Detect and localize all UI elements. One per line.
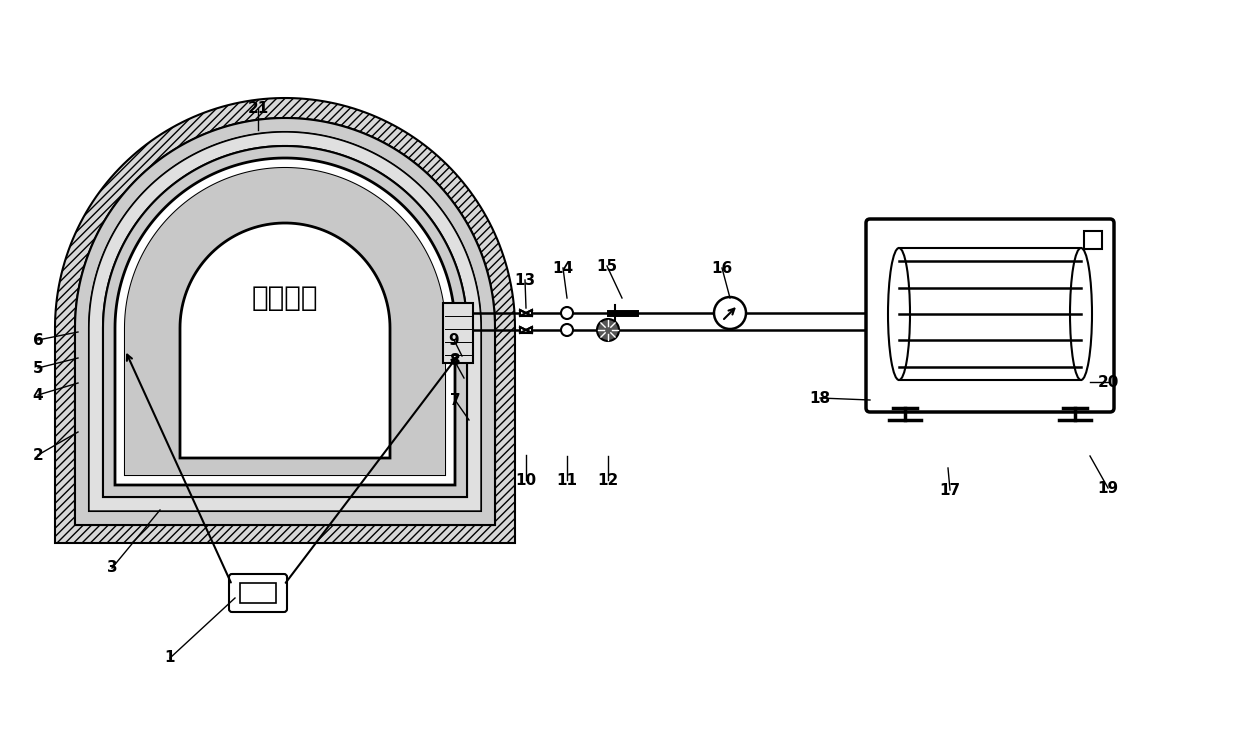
Text: 21: 21: [247, 100, 269, 115]
Polygon shape: [74, 118, 495, 525]
Polygon shape: [520, 310, 532, 316]
Polygon shape: [180, 223, 391, 458]
Text: 16: 16: [712, 260, 733, 275]
Text: 地铁隧道: 地铁隧道: [252, 284, 319, 312]
Text: 5: 5: [32, 361, 43, 375]
Circle shape: [596, 319, 619, 341]
Text: 1: 1: [165, 651, 175, 666]
Polygon shape: [520, 310, 532, 316]
Text: 11: 11: [557, 473, 578, 488]
Text: 10: 10: [516, 473, 537, 488]
Bar: [241, 583, 277, 603]
Ellipse shape: [1070, 248, 1092, 380]
Text: 18: 18: [810, 390, 831, 405]
Polygon shape: [74, 118, 495, 525]
Text: 20: 20: [1097, 375, 1118, 390]
Circle shape: [560, 307, 573, 319]
FancyBboxPatch shape: [866, 219, 1114, 412]
Polygon shape: [125, 168, 445, 475]
Polygon shape: [520, 327, 532, 333]
Polygon shape: [89, 132, 481, 511]
Text: 9: 9: [449, 333, 459, 348]
Polygon shape: [103, 146, 467, 497]
FancyBboxPatch shape: [229, 574, 286, 612]
Text: 7: 7: [450, 393, 460, 408]
Bar: [1084, 231, 1102, 249]
Polygon shape: [103, 146, 467, 497]
Text: 12: 12: [598, 473, 619, 488]
Text: 13: 13: [515, 272, 536, 287]
Polygon shape: [89, 132, 481, 511]
Text: 4: 4: [32, 387, 43, 402]
Text: 3: 3: [107, 560, 118, 575]
Circle shape: [560, 324, 573, 336]
Text: 6: 6: [32, 333, 43, 348]
Polygon shape: [520, 327, 532, 333]
Text: 8: 8: [449, 352, 459, 367]
Ellipse shape: [888, 248, 910, 380]
Polygon shape: [55, 98, 515, 543]
Polygon shape: [125, 168, 445, 475]
Text: 2: 2: [32, 447, 43, 462]
Text: 15: 15: [596, 259, 618, 274]
Text: 17: 17: [940, 482, 961, 497]
Bar: [899, 248, 1081, 380]
Polygon shape: [115, 158, 455, 485]
Bar: [443, 303, 472, 363]
Text: 19: 19: [1097, 480, 1118, 495]
Text: 14: 14: [553, 260, 574, 275]
Circle shape: [714, 297, 746, 329]
